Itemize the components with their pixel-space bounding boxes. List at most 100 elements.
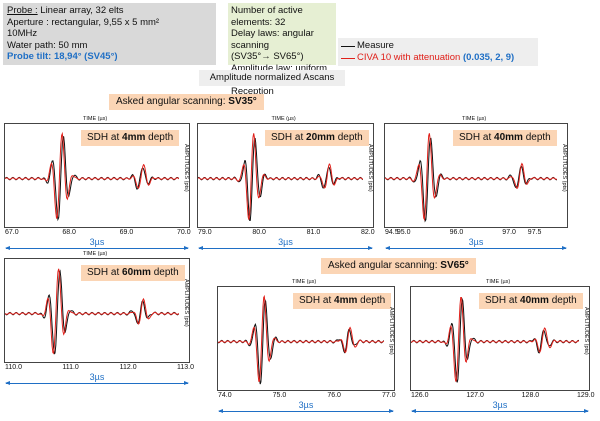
sdh-suffix: depth (150, 267, 179, 278)
sdh-depth-value: 60mm (122, 267, 151, 278)
time-tick-label: 79.0 (198, 229, 212, 236)
time-axis-label: TIME (µs) (83, 116, 108, 122)
delay-laws: Delay laws: angular scanning (231, 28, 314, 51)
ascan-waveform-svg (411, 297, 579, 383)
double-arrow-icon (5, 246, 189, 250)
sdh-depth-label: SDH at 60mm depth (81, 265, 185, 281)
sdh-depth-label: SDH at 20mm depth (265, 130, 369, 146)
time-tick-label: 81.0 (306, 229, 321, 236)
time-tick-label: 110.0 (5, 364, 22, 371)
probe-tilt: Probe tilt: 18,94° (SV45°) (7, 51, 118, 63)
ascan-plot: SDH at 20mm depth AMPLITUDES (pts) (197, 123, 374, 228)
time-axis-label: TIME (µs) (271, 116, 296, 122)
time-tick-label: 68.0 (62, 229, 76, 236)
ascan-plot: SDH at 4mm depth AMPLITUDES (pts) (4, 123, 190, 228)
legend-civa-text: CIVA 10 with attenuation (357, 52, 461, 63)
time-tick-label: 111.0 (62, 364, 79, 371)
sdh-suffix: depth (145, 132, 174, 143)
time-span-label: 3µs (89, 372, 105, 382)
asked-sv65-prefix: Asked angular scanning: (328, 260, 441, 271)
time-axis-label: TIME (µs) (83, 251, 108, 257)
probe-aperture: Aperture : rectangular, 9,55 x 5 mm² (7, 16, 160, 28)
time-tick-label: 129.0 (577, 392, 595, 399)
time-tick-label: 113.0 (177, 364, 194, 371)
time-tick-label: 70.0 (177, 229, 191, 236)
sdh-suffix: depth (548, 295, 577, 306)
ascan-panel: TIME (µs) SDH at 20mm depth AMPLITUDES (pt… (197, 116, 375, 258)
time-tick-label: 67.0 (5, 229, 19, 236)
time-axis-label: TIME (µs) (462, 116, 487, 122)
probe-water-path: Water path: 50 mm (7, 39, 88, 51)
time-tick-label: 80.0 (252, 229, 266, 236)
civa-series-line (411, 297, 579, 382)
time-span-indicator: 3µs (411, 400, 589, 414)
time-tick-label: 128.0 (521, 392, 540, 399)
sdh-depth-label: SDH at 4mm depth (81, 130, 180, 146)
sdh-depth-value: 20mm (306, 132, 335, 143)
time-tick-label: 97.0 (502, 229, 516, 236)
sdh-depth-label: SDH at 40mm depth (479, 293, 583, 309)
probe-label: Probe : (7, 5, 38, 16)
ascan-waveform-svg (5, 268, 179, 355)
ascan-waveform-svg (5, 131, 179, 222)
delay-law-box: Number of active elements: 32 Delay laws… (228, 3, 336, 97)
amplitude-axis-label: AMPLITUDES (pts) (561, 144, 567, 192)
time-tick-label: 75.0 (272, 392, 287, 399)
time-span-indicator: 3µs (5, 237, 189, 251)
measure-series-line (385, 137, 557, 223)
civa-series-line (5, 131, 179, 220)
time-tick-label: 127.0 (466, 392, 484, 399)
scan-range: (SV35°→ SV65°) (231, 51, 304, 63)
time-span-label: 3µs (278, 237, 293, 247)
ascan-plot: SDH at 60mm depth AMPLITUDES (pts) (4, 258, 190, 363)
time-span-indicator: 3µs (198, 237, 373, 251)
ascan-waveform-svg (218, 294, 384, 385)
legend-measure: Measure (357, 40, 394, 51)
normalized-label: Amplitude normalized Ascans (199, 70, 345, 86)
ascan-waveform-svg (198, 133, 363, 221)
sdh-depth-value: 4mm (334, 295, 358, 306)
time-tick-label: 126.0 (411, 392, 429, 399)
ascan-panel: TIME (µs) SDH at 4mm depth AMPLITUDES (pts… (4, 116, 191, 258)
time-tick-label: 112.0 (119, 364, 137, 371)
ascan-plot: SDH at 4mm depth AMPLITUDES (pts) (217, 286, 395, 391)
ascan-panel: TIME (µs) SDH at 60mm depth AMPLITUDES (pt… (4, 251, 194, 393)
double-arrow-icon (5, 381, 189, 385)
double-arrow-icon (385, 246, 567, 250)
legend-measure-swatch (341, 46, 355, 47)
time-tick-label: 74.0 (218, 392, 232, 399)
sdh-prefix: SDH at (87, 132, 123, 143)
time-span-label: 3µs (298, 400, 314, 410)
sdh-depth-value: 40mm (520, 295, 549, 306)
time-span-label: 3µs (89, 237, 105, 247)
probe-frequency: 10MHz (7, 28, 38, 40)
time-axis-label: TIME (µs) (292, 279, 317, 285)
amplitude-axis-label: AMPLITUDES (pts) (583, 307, 589, 355)
time-tick-label: 77.0 (382, 392, 396, 399)
ascan-waveform-svg (385, 133, 557, 223)
amplitude-axis-label: AMPLITUDES (pts) (183, 279, 189, 327)
double-arrow-icon (218, 409, 394, 413)
sdh-suffix: depth (357, 295, 386, 306)
double-arrow-icon (198, 246, 373, 250)
ascan-panel: TIME (µs) SDH at 40mm depth AMPLITUDES (pt… (410, 279, 595, 421)
sdh-prefix: SDH at (459, 132, 495, 143)
asked-sv65-value: SV65° (440, 260, 469, 271)
asked-sv35-value: SV35° (228, 96, 257, 107)
double-arrow-icon (411, 409, 589, 413)
sdh-prefix: SDH at (271, 132, 307, 143)
ascan-plot: SDH at 40mm depth AMPLITUDES (pts) (410, 286, 590, 391)
active-elements: Number of active elements: 32 (231, 5, 303, 28)
sdh-depth-label: SDH at 40mm depth (453, 130, 557, 146)
time-axis-label: TIME (µs) (486, 279, 511, 285)
sdh-suffix: depth (334, 132, 363, 143)
legend-civa-swatch (341, 58, 355, 59)
ascan-panel: TIME (µs) SDH at 40mm depth AMPLITUDES (pt… (384, 116, 568, 258)
time-span-indicator: 3µs (5, 372, 189, 386)
civa-series-line (218, 294, 384, 382)
civa-series-line (5, 268, 179, 355)
sdh-suffix: depth (522, 132, 551, 143)
time-span-label: 3µs (492, 400, 508, 410)
legend-civa: CIVA 10 with attenuation (0.035, 2, 9) (357, 52, 514, 64)
probe-type: Linear array, 32 elts (37, 5, 124, 16)
